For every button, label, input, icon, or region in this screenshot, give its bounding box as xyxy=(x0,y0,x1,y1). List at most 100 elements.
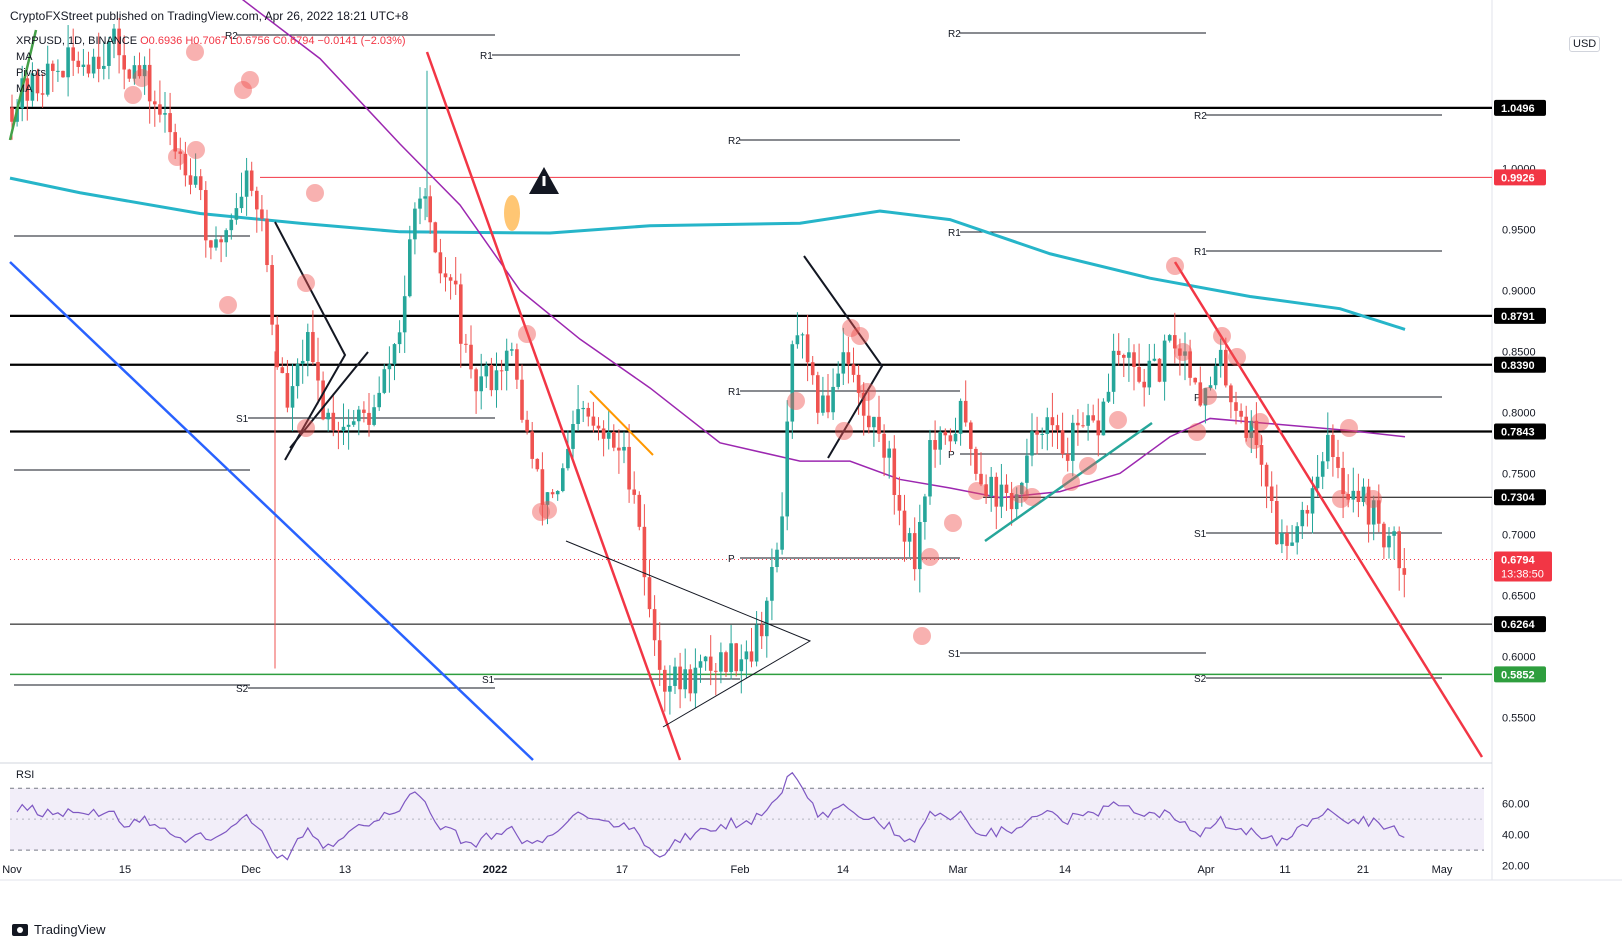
ma-50-line xyxy=(241,0,1406,499)
candle-body xyxy=(469,344,473,370)
candle-body xyxy=(209,240,213,248)
pivot-label: P xyxy=(728,554,735,565)
candle-body xyxy=(1188,351,1192,378)
x-tick-label: 11 xyxy=(1279,864,1290,876)
candle-body xyxy=(147,64,152,102)
highlight-circle xyxy=(1109,411,1127,429)
price-label: 0.7304 xyxy=(1501,492,1536,504)
price-label: 0.6264 xyxy=(1501,619,1536,631)
candle-body xyxy=(622,446,626,451)
rsi-line xyxy=(16,771,1405,861)
candle-body xyxy=(331,412,336,431)
candle-body xyxy=(117,28,121,56)
horizontal-levels xyxy=(10,106,1492,676)
candle-body xyxy=(1137,366,1141,382)
legend-close: C0.6794 xyxy=(272,35,315,47)
candle-body xyxy=(459,284,463,344)
price-axis[interactable]: 0.5500 0.6000 0.6500 0.7000 0.7500 0.8000 0.85… xyxy=(1494,99,1552,724)
highlight-circle xyxy=(835,422,853,440)
candle-body xyxy=(1351,490,1356,500)
candle-body xyxy=(831,386,835,413)
highlight-circle xyxy=(1340,419,1358,437)
candle-body xyxy=(178,151,183,154)
candle-body xyxy=(423,196,427,199)
price-label: 1.0496 xyxy=(1501,103,1535,115)
candle-body xyxy=(1387,535,1391,548)
highlight-circle xyxy=(1188,423,1206,441)
candle-body xyxy=(204,190,208,241)
rsi-tick-label: 20.00 xyxy=(1502,861,1530,873)
candle-body xyxy=(734,643,738,672)
candle-body xyxy=(280,367,285,374)
currency-badge[interactable]: USD xyxy=(1569,36,1601,52)
candle-body xyxy=(632,489,636,495)
candle-body xyxy=(219,239,223,243)
legend-indicator-ma2[interactable]: MA xyxy=(16,83,33,95)
symbol-legend: XRPUSD, 1D, BINANCE O0.6936 H0.7067 L0.6… xyxy=(16,33,406,97)
price-label-box xyxy=(1494,99,1546,116)
time-axis[interactable]: Nov 15 Dec 13 2022 17 Feb 14 Mar 14 Apr 11 21 May xyxy=(2,864,1453,876)
x-tick-label: May xyxy=(1432,864,1453,876)
pivot-label: S1 xyxy=(948,649,961,660)
highlight-circle xyxy=(219,296,237,314)
candle-body xyxy=(494,370,499,391)
highlight-circle xyxy=(532,503,550,521)
pivot-label: R2 xyxy=(1194,111,1207,122)
candle-body xyxy=(1173,335,1177,349)
highlight-circle xyxy=(944,514,962,532)
candlesticks xyxy=(10,17,1407,715)
candle-body xyxy=(163,113,167,115)
legend-indicator-ma[interactable]: MA xyxy=(16,51,33,63)
x-tick-label: Apr xyxy=(1197,864,1214,876)
candle-body xyxy=(790,344,795,422)
candle-body xyxy=(566,448,570,469)
candle-body xyxy=(239,196,244,209)
candle-body xyxy=(198,176,203,191)
candle-body xyxy=(739,659,744,672)
candle-body xyxy=(576,409,580,425)
candle-body xyxy=(321,380,325,420)
candle-body xyxy=(1111,350,1116,392)
drawings xyxy=(8,29,1484,761)
candle-body xyxy=(969,422,973,449)
downtrend-line-2 xyxy=(1173,261,1484,758)
candle-body xyxy=(474,369,478,392)
candle-body xyxy=(290,386,295,408)
candle-body xyxy=(897,494,902,511)
candle-body xyxy=(387,364,392,370)
candle-body xyxy=(56,70,60,72)
candle-body xyxy=(132,65,137,79)
candle-body xyxy=(591,416,596,426)
candle-body xyxy=(1305,509,1310,514)
candle-body xyxy=(535,458,540,470)
candle-body xyxy=(1361,486,1366,503)
candle-body xyxy=(1060,430,1065,455)
candle-body xyxy=(464,343,468,345)
wedge-pattern xyxy=(274,221,347,461)
candle-body xyxy=(306,332,310,361)
y-tick-label: 0.8500 xyxy=(1502,346,1536,358)
candle-body xyxy=(1229,385,1233,403)
candle-body xyxy=(1341,467,1345,495)
candle-body xyxy=(453,280,458,285)
candle-body xyxy=(714,670,718,672)
candle-body xyxy=(30,73,35,101)
y-tick-label: 0.5500 xyxy=(1502,712,1536,724)
pivot-label: S2 xyxy=(1194,674,1207,685)
candle-body xyxy=(693,667,698,694)
legend-symbol: XRPUSD, 1D, BINANCE xyxy=(16,35,138,47)
candle-body xyxy=(596,425,601,429)
candle-body xyxy=(499,370,504,372)
x-tick-label: Mar xyxy=(949,864,968,876)
candle-body xyxy=(606,431,611,439)
highlight-circle xyxy=(1199,387,1217,405)
y-tick-label: 0.9500 xyxy=(1502,224,1536,236)
moving-averages xyxy=(9,0,1406,499)
pivot-label: S2 xyxy=(236,684,249,695)
legend-indicator-pivots[interactable]: Pivots xyxy=(16,67,46,79)
legend-change: −0.0141 (−2.03%) xyxy=(317,35,406,47)
candle-body xyxy=(1157,358,1162,382)
pivot-label: R2 xyxy=(225,31,238,42)
candle-body xyxy=(1071,422,1075,461)
